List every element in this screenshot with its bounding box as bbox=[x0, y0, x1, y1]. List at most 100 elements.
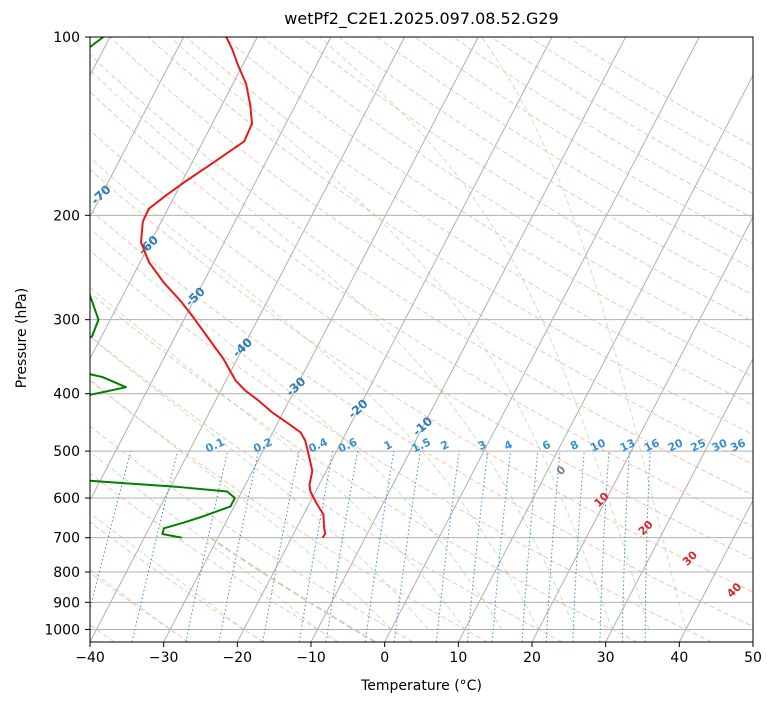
isotherm-label: -80 bbox=[38, 137, 63, 162]
dry-adiabat bbox=[90, 249, 712, 642]
mixing-ratio-line bbox=[262, 451, 300, 642]
mixing-ratio-line bbox=[621, 451, 630, 642]
x-tick-label: 20 bbox=[523, 650, 541, 666]
isotherm-label: -90 bbox=[0, 92, 14, 117]
mixing-ratio-line bbox=[393, 451, 421, 642]
dry-adiabat bbox=[185, 37, 753, 406]
mixing-ratio-label: 0.4 bbox=[307, 435, 330, 455]
isotherm-line bbox=[605, 357, 753, 642]
isotherm-label: -10 bbox=[410, 414, 435, 439]
mixing-ratio-label: 10 bbox=[588, 436, 608, 454]
isotherm-label: -40 bbox=[230, 335, 255, 360]
isotherm-label: -50 bbox=[183, 284, 208, 309]
moist-adiabat bbox=[319, 37, 650, 630]
temperature-profile-line bbox=[139, 37, 327, 539]
mixing-ratio-line bbox=[131, 450, 179, 642]
isotherm-line bbox=[531, 215, 753, 642]
dewpoint-profile-line bbox=[90, 37, 236, 539]
moist-adiabat-label: 20 bbox=[636, 518, 656, 538]
mixing-ratio-label: 0.2 bbox=[251, 435, 274, 455]
isotherm-line bbox=[90, 37, 258, 360]
y-tick-label: 600 bbox=[53, 491, 80, 507]
dry-adiabat bbox=[90, 168, 753, 593]
reference-curve bbox=[209, 536, 376, 642]
isotherm-line bbox=[90, 37, 185, 219]
mixing-ratio-label: 25 bbox=[689, 436, 708, 454]
mixing-ratio-line bbox=[545, 451, 561, 642]
x-tick-label: 0 bbox=[380, 650, 389, 666]
isotherm-label: -30 bbox=[283, 374, 308, 399]
plot-frame bbox=[89, 36, 754, 643]
isotherm-label: -20 bbox=[345, 396, 370, 421]
dry-adiabat bbox=[567, 37, 753, 147]
y-tick-label: 700 bbox=[53, 531, 80, 547]
mixing-ratio-line bbox=[467, 451, 489, 642]
isotherm-line bbox=[90, 37, 406, 642]
moist-adiabat-label: 0 bbox=[554, 463, 569, 478]
dry-adiabat bbox=[338, 37, 753, 296]
y-tick-label: 100 bbox=[53, 30, 80, 46]
mixing-ratio-label: 16 bbox=[642, 436, 662, 454]
dry-adiabat bbox=[490, 37, 753, 195]
dry-adiabat bbox=[414, 37, 753, 244]
isotherm-line bbox=[678, 499, 753, 642]
mixing-ratio-line bbox=[435, 451, 460, 642]
mixing-ratio-line bbox=[572, 451, 585, 642]
x-tick-label: −40 bbox=[75, 650, 105, 666]
moist-adiabat bbox=[169, 37, 613, 630]
mixing-ratio-line bbox=[325, 451, 359, 642]
dry-adiabat bbox=[90, 292, 638, 642]
y-tick-label: 200 bbox=[53, 208, 80, 224]
mixing-ratio-labels: 0.1 0.2 0.4 0.6 1 1.5 2 3 4 6 8 10 13 16 20 25 30 36 bbox=[203, 435, 748, 455]
dry-adiabat bbox=[90, 129, 753, 560]
dry-adiabat bbox=[262, 37, 753, 350]
x-tick-label: 10 bbox=[449, 650, 467, 666]
isotherm-label: -70 bbox=[88, 182, 113, 207]
dry-adiabat bbox=[90, 208, 753, 627]
chart-title: wetPf2_C2E1.2025.097.08.52.G29 bbox=[284, 9, 559, 28]
isotherm-labels: -100-90-80-70-60-50-40-30-20-10 bbox=[0, 92, 435, 439]
isotherm-label: -60 bbox=[136, 233, 161, 258]
mixing-ratio-label: 30 bbox=[710, 436, 730, 454]
mixing-ratio-line bbox=[364, 451, 395, 642]
dry-adiabat bbox=[90, 425, 414, 642]
x-tick-label: 30 bbox=[597, 650, 615, 666]
mixing-ratio-line bbox=[185, 450, 229, 642]
x-tick-label: 50 bbox=[744, 650, 762, 666]
moist-adiabat bbox=[90, 336, 429, 630]
dry-adiabat bbox=[300, 37, 753, 323]
isotherm-line bbox=[310, 37, 627, 642]
moist-adiabat bbox=[90, 379, 392, 630]
y-tick-label: 400 bbox=[53, 387, 80, 403]
dry-adiabat bbox=[90, 335, 563, 642]
profiles bbox=[90, 37, 327, 539]
moist-adiabat bbox=[90, 69, 576, 630]
y-tick-label: 900 bbox=[53, 595, 80, 611]
x-tick-label: −20 bbox=[223, 650, 253, 666]
mixing-ratio-line bbox=[218, 450, 259, 642]
dry-adiabat bbox=[90, 91, 753, 528]
mixing-ratio-label: 0.6 bbox=[336, 435, 359, 455]
y-tick-label: 300 bbox=[53, 313, 80, 329]
mixing-ratio-label: 36 bbox=[728, 436, 748, 454]
mixing-ratio-label: 0.1 bbox=[203, 435, 226, 455]
isotherm-line bbox=[384, 37, 700, 642]
moist-adiabat-label: 10 bbox=[592, 490, 612, 510]
mixing-ratio-label: 20 bbox=[666, 436, 686, 454]
isotherm-line bbox=[90, 37, 332, 502]
isotherm-line bbox=[236, 37, 553, 642]
dry-adiabat bbox=[376, 37, 753, 270]
mixing-ratio-line bbox=[599, 451, 610, 642]
x-tick-label: −30 bbox=[149, 650, 179, 666]
mixing-ratio-label: 1.5 bbox=[410, 435, 433, 455]
dry-adiabat bbox=[90, 521, 264, 642]
moist-adiabat-label: 40 bbox=[724, 580, 744, 600]
y-axis: 100 200 300 400 500 600 700 800 900 1000 bbox=[44, 30, 90, 638]
moist-adiabat bbox=[90, 451, 318, 630]
moist-adiabat bbox=[90, 286, 466, 630]
mixing-ratio-label: 13 bbox=[618, 436, 637, 454]
moist-adiabat bbox=[480, 37, 687, 630]
